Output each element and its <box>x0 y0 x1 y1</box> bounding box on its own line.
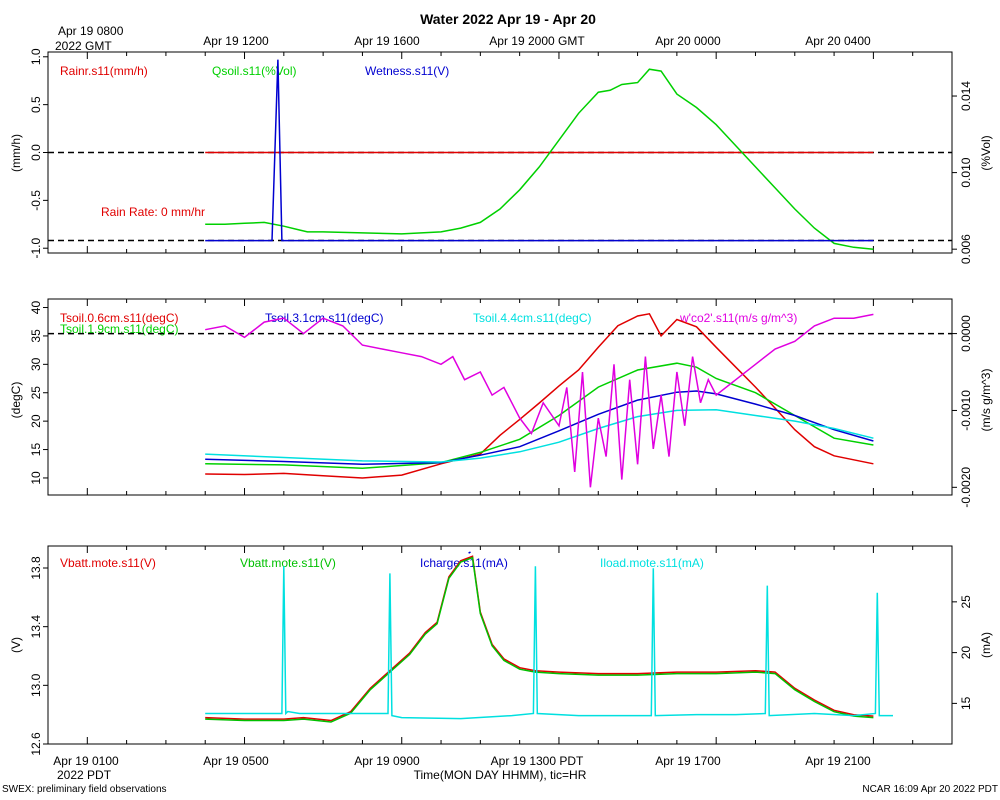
bottom-axis-tick-label: Apr 19 1700 <box>655 754 721 768</box>
panel-power-ylabel-right: (mA) <box>979 632 993 658</box>
bottom-axis-year-label: 2022 PDT <box>57 768 112 782</box>
top-axis-tick-label: Apr 19 1200 <box>203 34 269 48</box>
legend-vbatt-green: Vbatt.mote.s11(V) <box>240 556 336 570</box>
series-line-w-co2-s11-m-s-g-m-3 <box>205 313 874 488</box>
bottom-axis-tick-label: Apr 19 1300 PDT <box>491 754 584 768</box>
panel-water: (mm/h) (%Vol) Rainr.s11(mm/h) Qsoil.s11(… <box>9 51 993 254</box>
legend-icharge: Icharge.s11(mA) <box>420 556 508 570</box>
bottom-axis-tick-label: Apr 19 0900 <box>354 754 420 768</box>
series-line-iload-mote-s11-ma <box>205 566 893 720</box>
legend-qsoil: Qsoil.s11(%Vol) <box>212 64 296 78</box>
y-tick-label: 30 <box>29 357 43 371</box>
y-right-tick-label: 0.006 <box>959 234 973 264</box>
y-tick-label: 13.4 <box>29 615 43 639</box>
y-tick-label: 12.6 <box>29 732 43 756</box>
y-tick-label: 13.0 <box>29 673 43 697</box>
panel-water-ylabel-right: (%Vol) <box>979 135 993 170</box>
y-right-tick-label: -0.0020 <box>959 467 973 508</box>
top-axis-tick-label: Apr 20 0000 <box>655 34 721 48</box>
y-tick-label: 13.8 <box>29 556 43 580</box>
series-line-vbatt-mote-s11-v <box>205 556 874 723</box>
bottom-axis-tick-label: Apr 19 0100 <box>53 754 119 768</box>
legend-vbatt-red: Vbatt.mote.s11(V) <box>60 556 156 570</box>
y-tick-label: 10 <box>29 471 43 485</box>
top-axis-origin-label: Apr 19 0800 <box>58 24 124 38</box>
series-line-icharge-s11-ma <box>468 551 471 554</box>
y-tick-label: 25 <box>29 386 43 400</box>
series-line-qsoil-s11-vol <box>205 68 874 250</box>
top-axis-tick-labels: Apr 19 1200 Apr 19 1600 Apr 19 2000 GMT … <box>203 34 871 48</box>
y-tick-label: 35 <box>29 329 43 343</box>
y-right-tick-label: -0.0010 <box>959 390 973 431</box>
panel-power-frame <box>47 545 953 745</box>
y-tick-label: 20 <box>29 414 43 428</box>
footer-right: NCAR 16:09 Apr 20 2022 PDT <box>862 784 998 795</box>
top-axis-tick-label: Apr 20 0400 <box>805 34 871 48</box>
y-tick-label: 1.0 <box>29 48 43 65</box>
series-line-tsoil-0-6cm-s11-degc <box>205 312 874 479</box>
series-line-tsoil-4-4cm-s11-degc <box>205 409 874 463</box>
y-right-tick-label: 0.0000 <box>959 315 973 352</box>
y-right-tick-label: 20 <box>959 646 973 660</box>
top-axis-tick-label: Apr 19 2000 GMT <box>489 34 585 48</box>
y-tick-label: 0.0 <box>29 144 43 161</box>
panel-soil-temperature-ylabel-right: (m/s g/m^3) <box>979 369 993 432</box>
top-axis-origin-year: 2022 GMT <box>55 39 112 53</box>
y-tick-label: 15 <box>29 443 43 457</box>
y-right-tick-label: 15 <box>959 696 973 710</box>
y-right-tick-label: 0.010 <box>959 157 973 187</box>
panel-power-ylabel-left: (V) <box>9 637 23 653</box>
legend-iload: Iload.mote.s11(mA) <box>600 556 704 570</box>
legend-rainr: Rainr.s11(mm/h) <box>60 64 148 78</box>
series-line-tsoil-1-9cm-s11-degc <box>205 362 874 470</box>
top-axis-tick-label: Apr 19 1600 <box>354 34 420 48</box>
panel-soil-temperature-ylabel-left: (degC) <box>9 382 23 419</box>
legend-tsoil-0-6cm: Tsoil.0.6cm.s11(degC) <box>60 311 179 325</box>
series-line-vbatt-mote-s11-v <box>205 555 874 722</box>
y-tick-label: -0.5 <box>29 190 43 211</box>
series-line-wetness-s11-v <box>205 59 874 242</box>
legend-wco2: w'co2'.s11(m/s g/m^3) <box>679 311 797 325</box>
chart-title: Water 2022 Apr 19 - Apr 20 <box>420 11 596 27</box>
bottom-axis-tick-label: Apr 19 2100 <box>805 754 871 768</box>
y-tick-label: 0.5 <box>29 96 43 113</box>
plot-layer: -1.0 -0.5 0.0 0.5 1.0 0.006 0.010 0.014 10 15 20 25… <box>29 48 973 756</box>
rain-rate-annotation: Rain Rate: 0 mm/hr <box>101 205 205 219</box>
y-right-tick-label: 25 <box>959 595 973 609</box>
panel-soil-temperature-frame <box>47 298 953 496</box>
y-tick-label: -1.0 <box>29 238 43 259</box>
footer-left: SWEX: preliminary field observations <box>2 784 167 795</box>
panel-water-ylabel-left: (mm/h) <box>9 134 23 172</box>
legend-tsoil-4-4cm: Tsoil.4.4cm.s11(degC) <box>473 311 592 325</box>
legend-wetness: Wetness.s11(V) <box>365 64 449 78</box>
y-right-tick-label: 0.014 <box>959 81 973 111</box>
series-line-tsoil-3-1cm-s11-degc <box>205 390 874 466</box>
panel-power: (V) (mA) Vbatt.mote.s11(V) Vbatt.mote.s1… <box>9 545 993 745</box>
panel-soil-temperature: (degC) (m/s g/m^3) Tsoil.0.6cm.s11(degC)… <box>9 298 993 496</box>
bottom-axis-tick-labels: Apr 19 0100 Apr 19 0500 Apr 19 0900 Apr … <box>53 754 871 768</box>
legend-tsoil-1-9cm: Tsoil.1.9cm.s11(degC) <box>60 322 179 336</box>
bottom-axis-tick-label: Apr 19 0500 <box>203 754 269 768</box>
x-axis-label: Time(MON DAY HHMM), tic=HR <box>414 768 587 782</box>
y-tick-label: 40 <box>29 301 43 315</box>
